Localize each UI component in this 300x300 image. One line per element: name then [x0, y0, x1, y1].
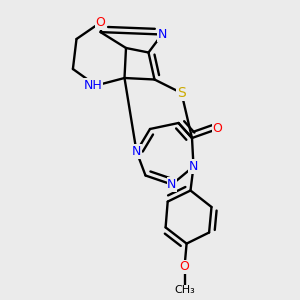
Text: CH₃: CH₃	[174, 285, 195, 296]
Text: N: N	[157, 28, 167, 41]
Text: S: S	[177, 86, 186, 100]
Text: O: O	[213, 122, 222, 136]
Text: N: N	[189, 160, 198, 173]
Text: N: N	[167, 178, 177, 191]
Text: O: O	[96, 16, 105, 29]
Text: O: O	[180, 260, 189, 274]
Text: N: N	[132, 145, 141, 158]
Text: NH: NH	[84, 79, 102, 92]
